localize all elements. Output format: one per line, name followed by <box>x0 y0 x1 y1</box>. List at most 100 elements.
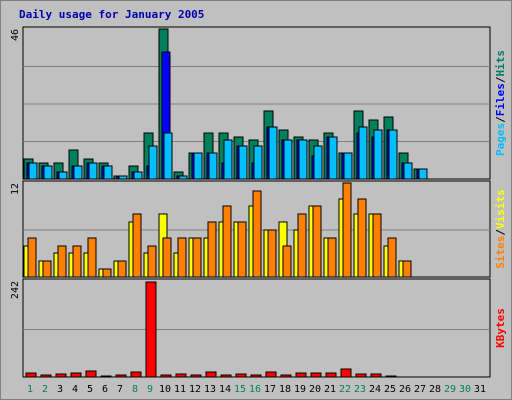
x-tick-label: 23 <box>354 384 366 395</box>
side-legend-hits_files_pages: Pages/Files/Hits <box>494 50 507 156</box>
x-tick-label: 3 <box>57 384 63 395</box>
bar-sites <box>117 260 127 278</box>
bar-kbytes <box>70 372 82 378</box>
bar-sites <box>177 237 187 278</box>
bar-pages <box>163 132 173 180</box>
bar-sites <box>252 190 262 278</box>
bar-pages <box>388 129 398 180</box>
legend-separator: / <box>494 229 507 236</box>
bar-kbytes <box>145 281 157 378</box>
bar-sites <box>237 221 247 278</box>
x-tick-label: 27 <box>414 384 426 395</box>
bar-pages <box>238 145 248 180</box>
x-tick-label: 19 <box>294 384 306 395</box>
bar-sites <box>72 245 82 278</box>
x-tick-label: 15 <box>234 384 246 395</box>
legend-kbytes: KBytes <box>494 308 507 348</box>
side-legend-visits_sites: Sites/Visits <box>494 189 507 269</box>
legend-visits: Visits <box>494 189 507 229</box>
bar-sites <box>312 205 322 278</box>
bar-kbytes <box>130 371 142 378</box>
bar-pages <box>253 145 263 180</box>
bar-pages <box>28 162 38 180</box>
bar-kbytes <box>205 371 217 378</box>
bar-pages <box>283 139 293 180</box>
bar-kbytes <box>220 374 232 378</box>
bar-kbytes <box>370 373 382 378</box>
bar-pages <box>223 139 233 180</box>
x-tick-label: 24 <box>369 384 381 395</box>
bar-pages <box>418 168 428 180</box>
bar-kbytes <box>40 374 52 378</box>
chart-title: Daily usage for January 2005 <box>19 8 205 21</box>
x-tick-label: 2 <box>42 384 48 395</box>
bar-kbytes <box>340 368 352 378</box>
bar-pages <box>73 165 83 180</box>
x-tick-label: 16 <box>249 384 261 395</box>
x-tick-label: 18 <box>279 384 291 395</box>
bar-sites <box>192 237 202 278</box>
x-tick-label: 13 <box>204 384 216 395</box>
bar-kbytes <box>325 372 337 378</box>
bar-kbytes <box>280 374 292 378</box>
legend-pages: Pages <box>494 123 507 156</box>
x-tick-label: 25 <box>384 384 396 395</box>
bar-sites <box>57 245 67 278</box>
bar-sites <box>267 229 277 278</box>
bar-pages <box>208 152 218 180</box>
bar-kbytes <box>295 372 307 378</box>
bar-sites <box>42 260 52 278</box>
bar-sites <box>372 213 382 278</box>
legend-sites: Sites <box>494 236 507 269</box>
bar-sites <box>207 221 217 278</box>
bar-pages <box>298 139 308 180</box>
x-tick-label: 17 <box>264 384 276 395</box>
bar-kbytes <box>115 374 127 378</box>
x-tick-label: 5 <box>87 384 93 395</box>
bar-sites <box>222 205 232 278</box>
bar-pages <box>328 136 338 180</box>
x-tick-label: 1 <box>27 384 33 395</box>
bar-kbytes <box>385 375 397 378</box>
plot-panel-kbytes <box>22 278 491 378</box>
bar-pages <box>103 165 113 180</box>
x-tick-label: 12 <box>189 384 201 395</box>
bar-pages <box>148 145 158 180</box>
bar-pages <box>358 126 368 180</box>
bar-kbytes <box>235 373 247 378</box>
x-tick-label: 11 <box>174 384 186 395</box>
x-tick-label: 20 <box>309 384 321 395</box>
bar-sites <box>387 237 397 278</box>
legend-separator: / <box>494 76 507 83</box>
bar-kbytes <box>100 375 112 378</box>
x-tick-label: 14 <box>219 384 231 395</box>
bar-sites <box>102 268 112 278</box>
bar-pages <box>313 145 323 180</box>
x-tick-label: 4 <box>72 384 78 395</box>
side-legend-kbytes: KBytes <box>494 308 507 348</box>
y-axis-max-label: 46 <box>10 29 21 41</box>
bar-sites <box>162 237 172 278</box>
x-tick-label: 10 <box>159 384 171 395</box>
x-tick-label: 31 <box>474 384 486 395</box>
bar-pages <box>133 171 143 180</box>
bar-kbytes <box>175 373 187 378</box>
bar-sites <box>297 213 307 278</box>
x-tick-label: 6 <box>102 384 108 395</box>
bar-kbytes <box>355 373 367 378</box>
bar-kbytes <box>265 371 277 378</box>
bar-pages <box>193 152 203 180</box>
bar-sites <box>357 198 367 278</box>
bar-pages <box>373 129 383 180</box>
bar-kbytes <box>55 373 67 378</box>
bar-sites <box>147 245 157 278</box>
bar-sites <box>27 237 37 278</box>
x-tick-label: 29 <box>444 384 456 395</box>
x-tick-label: 22 <box>339 384 351 395</box>
x-tick-label: 30 <box>459 384 471 395</box>
x-tick-label: 7 <box>117 384 123 395</box>
bar-sites <box>87 237 97 278</box>
bar-sites <box>132 213 142 278</box>
bar-kbytes <box>25 372 37 378</box>
bar-kbytes <box>85 370 97 378</box>
